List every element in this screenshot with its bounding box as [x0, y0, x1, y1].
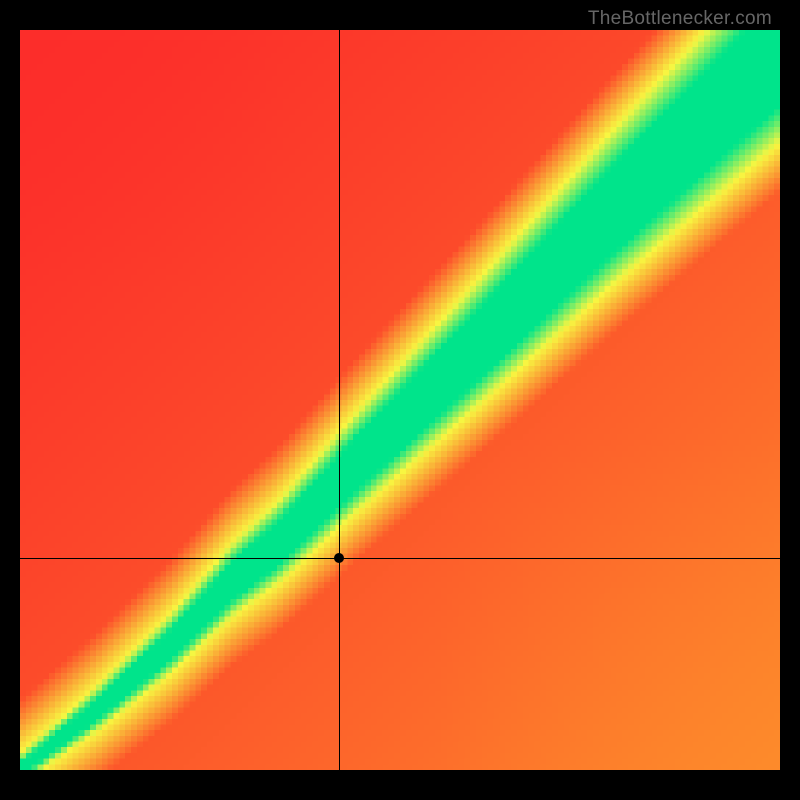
watermark-label: TheBottlenecker.com [588, 8, 772, 30]
crosshair-horizontal [20, 558, 780, 559]
plot-area [20, 30, 780, 770]
chart-outer: TheBottlenecker.com [0, 0, 800, 800]
crosshair-vertical [339, 30, 340, 770]
selection-marker[interactable] [334, 553, 344, 563]
heatmap-canvas [20, 30, 780, 770]
